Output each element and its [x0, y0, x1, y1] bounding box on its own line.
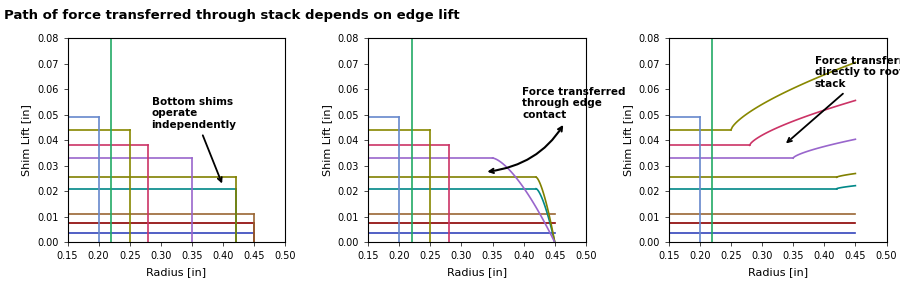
Text: Force transferred
through edge
contact: Force transferred through edge contact	[490, 86, 626, 173]
Text: Force transferred
directly to root of
stack: Force transferred directly to root of st…	[788, 56, 900, 142]
X-axis label: Radius [in]: Radius [in]	[748, 267, 807, 277]
Text: Bottom shims
operate
independently: Bottom shims operate independently	[151, 97, 237, 182]
X-axis label: Radius [in]: Radius [in]	[147, 267, 206, 277]
Y-axis label: Shim Lift [in]: Shim Lift [in]	[22, 104, 32, 176]
X-axis label: Radius [in]: Radius [in]	[447, 267, 507, 277]
Y-axis label: Shim Lift [in]: Shim Lift [in]	[623, 104, 633, 176]
Y-axis label: Shim Lift [in]: Shim Lift [in]	[322, 104, 332, 176]
Text: Path of force transferred through stack depends on edge lift: Path of force transferred through stack …	[4, 9, 460, 22]
